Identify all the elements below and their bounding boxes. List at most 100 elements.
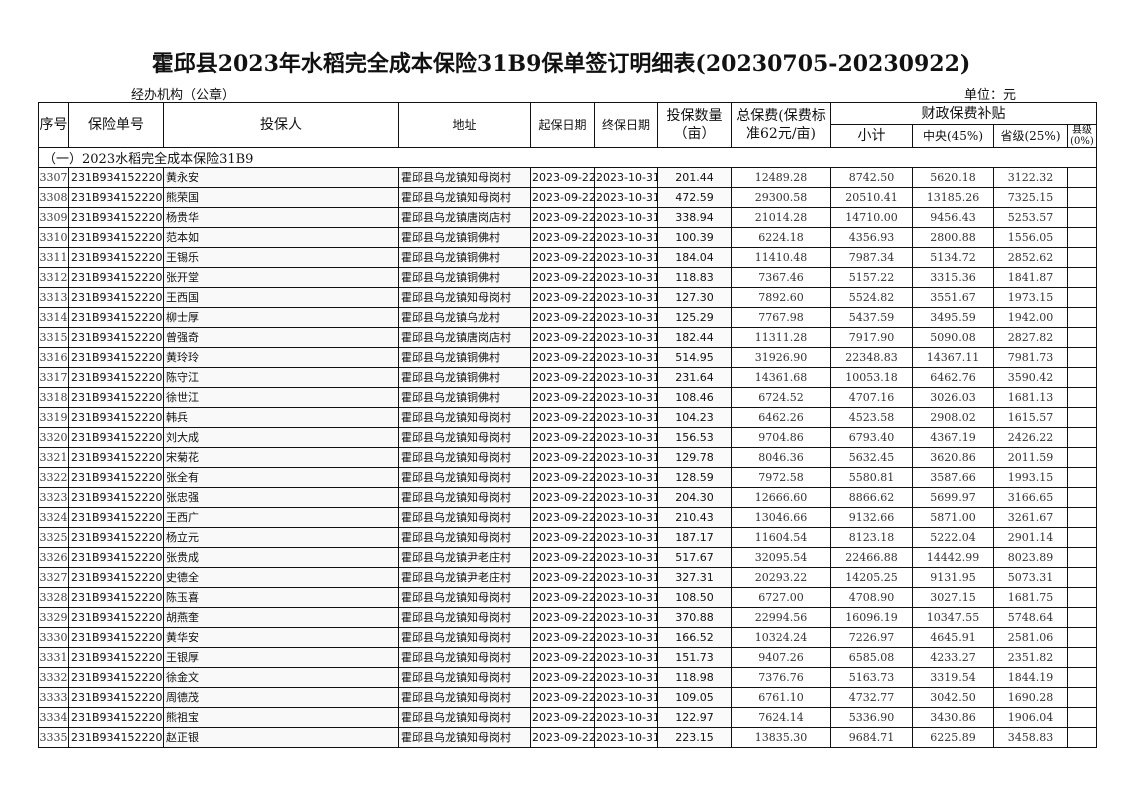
insured-cell: 韩兵 — [163, 407, 399, 428]
seq-cell: 3310 — [38, 227, 69, 248]
subtotal-cell: 5524.82 — [830, 287, 913, 308]
table-row: 3329231B93415222023003334胡燕奎霍邱县乌龙镇知母岗村20… — [38, 607, 1097, 628]
address-cell: 霍邱县乌龙镇铜佛村 — [398, 267, 531, 288]
subtotal-cell: 20510.41 — [830, 187, 913, 208]
header-start-date: 起保日期 — [530, 102, 595, 148]
quantity-cell: 204.30 — [657, 487, 732, 508]
header-quantity: 投保数量（亩） — [657, 102, 732, 148]
seq-cell: 3335 — [38, 727, 69, 748]
end-date-cell: 2023-10-31 — [594, 347, 658, 368]
start-date-cell: 2023-09-22 — [530, 387, 595, 408]
policy-no-cell: 231B93415222023003334 — [68, 607, 164, 628]
policy-no-cell: 231B93415222023003325 — [68, 427, 164, 448]
policy-no-cell: 231B93415222023003322 — [68, 367, 164, 388]
provincial-cell: 2581.06 — [993, 627, 1068, 648]
insured-cell: 张开堂 — [163, 267, 399, 288]
provincial-cell: 1942.00 — [993, 307, 1068, 328]
total-premium-cell: 21014.28 — [731, 207, 831, 228]
policy-no-cell: 231B93415222023003338 — [68, 687, 164, 708]
county-cell — [1067, 167, 1097, 188]
address-cell: 霍邱县乌龙镇铜佛村 — [398, 347, 531, 368]
start-date-cell: 2023-09-22 — [530, 567, 595, 588]
quantity-cell: 201.44 — [657, 167, 732, 188]
quantity-cell: 327.31 — [657, 567, 732, 588]
total-premium-cell: 11311.28 — [731, 327, 831, 348]
policy-no-cell: 231B93415222023003316 — [68, 247, 164, 268]
total-premium-cell: 6761.10 — [731, 687, 831, 708]
central-cell: 3587.66 — [912, 467, 994, 488]
total-premium-cell: 7376.76 — [731, 667, 831, 688]
insured-cell: 赵正银 — [163, 727, 399, 748]
subtotal-cell: 5163.73 — [830, 667, 913, 688]
insured-cell: 熊荣国 — [163, 187, 399, 208]
central-cell: 14442.99 — [912, 547, 994, 568]
end-date-cell: 2023-10-31 — [594, 367, 658, 388]
quantity-cell: 129.78 — [657, 447, 732, 468]
central-cell: 5134.72 — [912, 247, 994, 268]
seq-cell: 3309 — [38, 207, 69, 228]
total-premium-cell: 10324.24 — [731, 627, 831, 648]
subtotal-cell: 5336.90 — [830, 707, 913, 728]
county-cell — [1067, 387, 1097, 408]
policy-no-cell: 231B93415222023003327 — [68, 467, 164, 488]
central-cell: 3551.67 — [912, 287, 994, 308]
end-date-cell: 2023-10-31 — [594, 187, 658, 208]
seq-cell: 3333 — [38, 687, 69, 708]
table-row: 3317231B93415222023003322陈守江霍邱县乌龙镇铜佛村202… — [38, 367, 1097, 388]
county-cell — [1067, 307, 1097, 328]
subtotal-cell: 16096.19 — [830, 607, 913, 628]
end-date-cell: 2023-10-31 — [594, 627, 658, 648]
table-row: 3322231B93415222023003327张全有霍邱县乌龙镇知母岗村20… — [38, 467, 1097, 488]
subtotal-cell: 22466.88 — [830, 547, 913, 568]
end-date-cell: 2023-10-31 — [594, 687, 658, 708]
address-cell: 霍邱县乌龙镇知母岗村 — [398, 447, 531, 468]
insured-cell: 宋菊花 — [163, 447, 399, 468]
provincial-cell: 1844.19 — [993, 667, 1068, 688]
provincial-cell: 5253.57 — [993, 207, 1068, 228]
header-policy-no: 保险单号 — [68, 102, 164, 148]
quantity-cell: 109.05 — [657, 687, 732, 708]
seq-cell: 3315 — [38, 327, 69, 348]
total-premium-cell: 8046.36 — [731, 447, 831, 468]
policy-no-cell: 231B93415222023003323 — [68, 387, 164, 408]
provincial-cell: 1906.04 — [993, 707, 1068, 728]
central-cell: 2908.02 — [912, 407, 994, 428]
header-end-date: 终保日期 — [594, 102, 658, 148]
provincial-cell: 3166.65 — [993, 487, 1068, 508]
header-total-premium: 总保费(保费标准62元/亩) — [731, 102, 831, 148]
total-premium-cell: 6724.52 — [731, 387, 831, 408]
total-premium-cell: 12489.28 — [731, 167, 831, 188]
address-cell: 霍邱县乌龙镇知母岗村 — [398, 667, 531, 688]
start-date-cell: 2023-09-22 — [530, 167, 595, 188]
county-cell — [1067, 727, 1097, 748]
end-date-cell: 2023-10-31 — [594, 387, 658, 408]
policy-no-cell: 231B93415222023003320 — [68, 327, 164, 348]
table-row: 3328231B93415222023003333陈玉喜霍邱县乌龙镇知母岗村20… — [38, 587, 1097, 608]
table-row: 3309231B93415222023003314杨贵华霍邱县乌龙镇唐岗店村20… — [38, 207, 1097, 228]
insured-cell: 徐世江 — [163, 387, 399, 408]
seq-cell: 3313 — [38, 287, 69, 308]
policy-no-cell: 231B93415222023003321 — [68, 347, 164, 368]
subtotal-cell: 10053.18 — [830, 367, 913, 388]
insured-cell: 王西广 — [163, 507, 399, 528]
county-cell — [1067, 667, 1097, 688]
end-date-cell: 2023-10-31 — [594, 227, 658, 248]
county-cell — [1067, 287, 1097, 308]
address-cell: 霍邱县乌龙镇尹老庄村 — [398, 567, 531, 588]
quantity-cell: 338.94 — [657, 207, 732, 228]
total-premium-cell: 14361.68 — [731, 367, 831, 388]
table-row: 3320231B93415222023003325刘大成霍邱县乌龙镇知母岗村20… — [38, 427, 1097, 448]
address-cell: 霍邱县乌龙镇唐岗店村 — [398, 327, 531, 348]
total-premium-cell: 22994.56 — [731, 607, 831, 628]
address-cell: 霍邱县乌龙镇铜佛村 — [398, 367, 531, 388]
seq-cell: 3318 — [38, 387, 69, 408]
subtotal-cell: 4707.16 — [830, 387, 913, 408]
provincial-cell: 2901.14 — [993, 527, 1068, 548]
unit-label: 单位：元 — [964, 88, 1017, 103]
address-cell: 霍邱县乌龙镇知母岗村 — [398, 627, 531, 648]
quantity-cell: 223.15 — [657, 727, 732, 748]
subtotal-cell: 6585.08 — [830, 647, 913, 668]
county-cell — [1067, 187, 1097, 208]
policy-no-cell: 231B93415222023003333 — [68, 587, 164, 608]
total-premium-cell: 9704.86 — [731, 427, 831, 448]
